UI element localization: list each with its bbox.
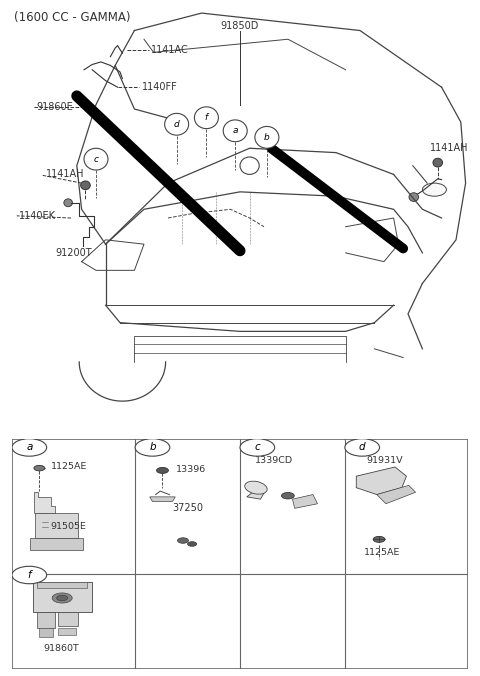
- Circle shape: [281, 493, 294, 499]
- Ellipse shape: [422, 183, 446, 196]
- Circle shape: [223, 120, 247, 142]
- Polygon shape: [377, 485, 416, 504]
- Text: 91505E: 91505E: [51, 523, 86, 531]
- Circle shape: [156, 467, 168, 473]
- Circle shape: [433, 158, 443, 167]
- Text: a: a: [232, 126, 238, 135]
- Text: a: a: [26, 443, 33, 452]
- Polygon shape: [39, 628, 53, 637]
- Polygon shape: [247, 487, 265, 499]
- Text: 13396: 13396: [176, 465, 206, 474]
- Circle shape: [34, 465, 45, 471]
- Polygon shape: [150, 497, 175, 502]
- Polygon shape: [30, 538, 83, 550]
- Text: 37250: 37250: [172, 504, 203, 513]
- Text: 91931V: 91931V: [367, 456, 403, 464]
- Polygon shape: [37, 582, 87, 587]
- Circle shape: [12, 439, 47, 456]
- Circle shape: [188, 541, 197, 546]
- Polygon shape: [37, 612, 55, 628]
- Text: (1600 CC - GAMMA): (1600 CC - GAMMA): [14, 11, 131, 24]
- Text: 91860E: 91860E: [36, 102, 73, 112]
- Ellipse shape: [245, 481, 267, 494]
- Circle shape: [165, 114, 189, 135]
- Text: b: b: [264, 133, 270, 142]
- Polygon shape: [356, 467, 407, 495]
- Polygon shape: [33, 582, 92, 612]
- Circle shape: [57, 596, 68, 601]
- Text: 1140FF: 1140FF: [142, 82, 177, 92]
- Text: 91200T: 91200T: [55, 248, 92, 258]
- Circle shape: [255, 126, 279, 148]
- Circle shape: [178, 538, 189, 544]
- Circle shape: [409, 193, 419, 201]
- Text: c: c: [94, 155, 98, 164]
- Circle shape: [240, 157, 259, 174]
- Circle shape: [64, 199, 72, 207]
- Polygon shape: [34, 492, 55, 513]
- Circle shape: [240, 439, 275, 456]
- Text: 1339CD: 1339CD: [255, 456, 293, 464]
- Text: 91850D: 91850D: [221, 21, 259, 31]
- Circle shape: [373, 536, 385, 542]
- Circle shape: [194, 107, 218, 128]
- Circle shape: [345, 439, 380, 456]
- Text: b: b: [149, 443, 156, 452]
- Text: c: c: [254, 443, 260, 452]
- Text: 1141AC: 1141AC: [151, 45, 189, 55]
- Circle shape: [135, 439, 170, 456]
- Text: 1141AH: 1141AH: [430, 143, 468, 153]
- Text: 1140EK: 1140EK: [19, 211, 56, 221]
- Polygon shape: [58, 612, 78, 625]
- Text: d: d: [359, 443, 366, 452]
- Text: d: d: [174, 120, 180, 128]
- Circle shape: [12, 566, 47, 584]
- Polygon shape: [35, 513, 78, 538]
- Circle shape: [84, 148, 108, 170]
- Circle shape: [52, 593, 72, 603]
- Text: 91860T: 91860T: [43, 644, 79, 653]
- Text: 1141AH: 1141AH: [46, 170, 84, 179]
- Text: 1125AE: 1125AE: [51, 462, 87, 471]
- Text: f: f: [27, 570, 31, 580]
- Text: f: f: [205, 113, 208, 122]
- Circle shape: [81, 181, 90, 190]
- Text: 1125AE: 1125AE: [364, 548, 400, 556]
- Polygon shape: [292, 495, 318, 508]
- Polygon shape: [58, 628, 76, 635]
